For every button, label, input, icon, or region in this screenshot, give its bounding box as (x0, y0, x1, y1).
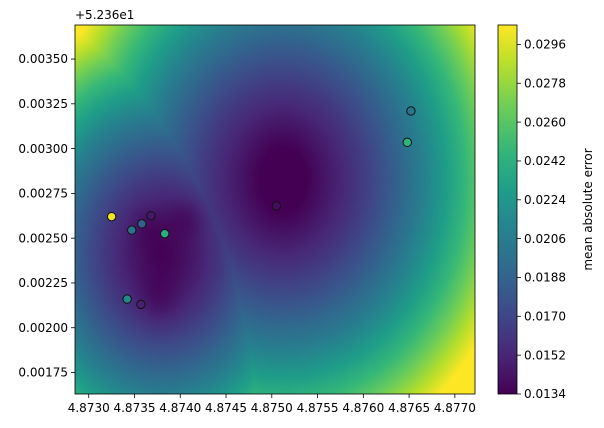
data-point (106, 211, 117, 222)
colorbar-ticks: 0.0134 0.0152 0.0170 0.0188 0.0206 0.0224 0.02… (517, 38, 566, 401)
colorbar-tick-label: 0.0170 (524, 310, 566, 324)
colorbar-tick-label: 0.0206 (524, 232, 566, 246)
data-point (406, 106, 416, 116)
data-point (137, 219, 147, 229)
y-tick-label: 0.00300 (18, 142, 68, 156)
x-tick-label: 4.8770 (434, 401, 476, 415)
x-tick-label: 4.8730 (68, 401, 110, 415)
y-tick-label: 0.00325 (18, 97, 68, 111)
colorbar-tick-label: 0.0224 (524, 193, 566, 207)
data-point (402, 137, 412, 148)
x-tick-label: 4.8755 (297, 401, 339, 415)
data-points (106, 106, 416, 310)
colorbar-tick-label: 0.0278 (524, 76, 566, 90)
colorbar-tick-label: 0.0152 (524, 348, 566, 362)
x-tick-label: 4.8750 (251, 401, 293, 415)
colorbar-tick-label: 0.0260 (524, 115, 566, 129)
colorbar-label: mean absolute error (581, 148, 595, 270)
data-point (146, 211, 156, 221)
y-tick-label: 0.00225 (18, 276, 68, 290)
data-point (122, 294, 132, 304)
y-tick-label: 0.00200 (18, 321, 68, 335)
data-point (127, 225, 137, 235)
y-tick-label: 0.00275 (18, 187, 68, 201)
colorbar-frame (497, 24, 518, 395)
colorbar-tick-label: 0.0242 (524, 154, 566, 168)
data-point (160, 228, 170, 239)
colorbar: 0.0134 0.0152 0.0170 0.0188 0.0206 0.0224 0.02… (497, 24, 595, 401)
x-axis: 4.8730 4.8735 4.8740 4.8745 4.8750 4.8755 4.87… (68, 394, 476, 415)
offset-text: +5.236e1 (75, 8, 134, 22)
colorbar-tick-label: 0.0134 (524, 387, 566, 401)
x-tick-label: 4.8745 (205, 401, 247, 415)
y-tick-label: 0.00350 (18, 52, 68, 66)
x-tick-label: 4.8735 (113, 401, 155, 415)
colorbar-tick-label: 0.0188 (524, 271, 566, 285)
y-tick-label: 0.00250 (18, 231, 68, 245)
y-tick-label: 0.00175 (18, 366, 68, 380)
x-tick-label: 4.8740 (159, 401, 201, 415)
data-point (136, 299, 146, 310)
y-axis: 0.00175 0.00200 0.00225 0.00250 0.00275 0.003… (18, 52, 75, 380)
plot-frame (74, 24, 476, 395)
data-point (271, 201, 282, 211)
plot-area (74, 24, 476, 395)
colorbar-gradient (498, 25, 517, 394)
colorbar-tick-label: 0.0296 (524, 38, 566, 52)
x-tick-label: 4.8760 (342, 401, 384, 415)
x-tick-label: 4.8765 (388, 401, 430, 415)
